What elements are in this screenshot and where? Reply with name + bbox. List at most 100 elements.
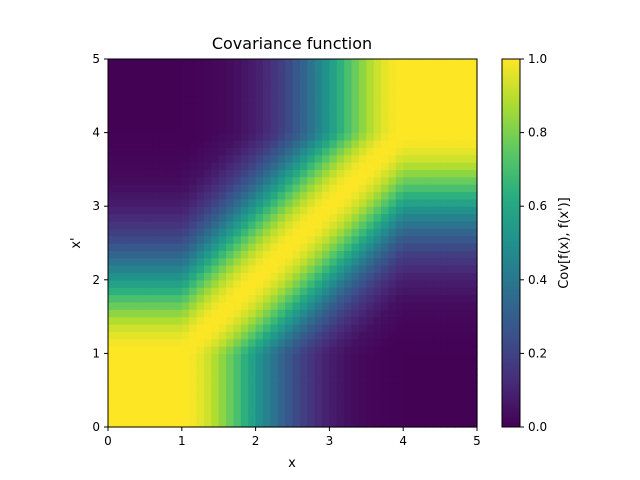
- heatmap-cell: [358, 169, 367, 178]
- heatmap-cell: [388, 412, 397, 421]
- heatmap-cell: [395, 279, 404, 288]
- heatmap-cell: [203, 73, 212, 82]
- heatmap-cell: [381, 323, 390, 332]
- heatmap-cell: [196, 272, 205, 281]
- heatmap-cell: [218, 243, 227, 251]
- heatmap-cell: [137, 228, 146, 237]
- heatmap-cell: [108, 59, 116, 67]
- heatmap-cell: [351, 73, 360, 82]
- heatmap-cell: [196, 73, 205, 82]
- heatmap-cell: [425, 287, 434, 296]
- heatmap-cell: [211, 331, 220, 340]
- heatmap-cell: [233, 169, 242, 178]
- heatmap-cell: [462, 125, 471, 134]
- heatmap-cell: [240, 404, 249, 413]
- heatmap-cell: [440, 309, 449, 318]
- heatmap-cell: [233, 206, 242, 215]
- heatmap-cell: [196, 147, 205, 156]
- heatmap-cell: [285, 250, 294, 259]
- heatmap-cell: [262, 95, 271, 104]
- heatmap-cell: [240, 206, 249, 215]
- heatmap-cell: [395, 265, 404, 274]
- heatmap-cell: [233, 213, 242, 222]
- heatmap-cell: [447, 353, 456, 362]
- heatmap-cell: [395, 139, 404, 148]
- heatmap-cell: [108, 220, 116, 229]
- heatmap-cell: [130, 243, 139, 251]
- heatmap-cell: [440, 397, 449, 406]
- heatmap-cell: [226, 382, 235, 391]
- heatmap-cell: [159, 397, 168, 406]
- heatmap-cell: [336, 257, 345, 266]
- heatmap-cell: [314, 419, 323, 428]
- heatmap-cell: [469, 139, 478, 148]
- heatmap-cell: [432, 125, 441, 134]
- heatmap-cell: [240, 103, 249, 112]
- heatmap-cell: [454, 147, 463, 156]
- heatmap-cell: [262, 176, 271, 185]
- heatmap-cell: [240, 397, 249, 406]
- heatmap-cell: [130, 287, 139, 296]
- heatmap-cell: [381, 338, 390, 347]
- heatmap-cell: [344, 323, 353, 332]
- heatmap-cell: [425, 243, 434, 251]
- heatmap-cell: [462, 382, 471, 391]
- heatmap-cell: [336, 176, 345, 185]
- heatmap-cell: [226, 191, 235, 200]
- heatmap-cell: [226, 169, 235, 178]
- heatmap-cell: [432, 287, 441, 296]
- heatmap-cell: [226, 243, 235, 251]
- heatmap-cell: [314, 206, 323, 215]
- heatmap-cell: [403, 132, 412, 141]
- heatmap-cell: [351, 287, 360, 296]
- heatmap-cell: [137, 338, 146, 347]
- heatmap-cell: [366, 257, 375, 266]
- heatmap-cell: [285, 272, 294, 281]
- heatmap-cell: [469, 294, 478, 303]
- heatmap-cell: [218, 235, 227, 244]
- heatmap-cell: [366, 88, 375, 97]
- heatmap-cell: [469, 228, 478, 237]
- heatmap-cell: [344, 390, 353, 399]
- heatmap-cell: [137, 176, 146, 185]
- heatmap-cell: [299, 220, 308, 229]
- heatmap-cell: [351, 213, 360, 222]
- heatmap-cell: [417, 191, 426, 200]
- heatmap-cell: [262, 390, 271, 399]
- heatmap-cell: [262, 191, 271, 200]
- heatmap-cell: [469, 213, 478, 222]
- heatmap-cell: [329, 265, 338, 274]
- heatmap-cell: [454, 169, 463, 178]
- heatmap-cell: [469, 103, 478, 112]
- heatmap-cell: [108, 110, 116, 119]
- heatmap-cell: [358, 243, 367, 251]
- heatmap-cell: [344, 360, 353, 369]
- heatmap-cell: [203, 412, 212, 421]
- heatmap-cell: [174, 132, 183, 141]
- heatmap-cell: [108, 191, 116, 200]
- heatmap-cell: [108, 412, 116, 421]
- heatmap-cell: [440, 176, 449, 185]
- heatmap-cell: [322, 228, 330, 237]
- heatmap-cell: [425, 250, 434, 259]
- heatmap-cell: [395, 397, 404, 406]
- heatmap-cell: [248, 191, 257, 200]
- heatmap-cell: [226, 198, 235, 207]
- heatmap-cell: [277, 287, 286, 296]
- heatmap-cell: [381, 360, 390, 369]
- heatmap-cell: [454, 191, 463, 200]
- heatmap-cell: [144, 294, 153, 303]
- heatmap-cell: [277, 191, 286, 200]
- heatmap-cell: [366, 301, 375, 310]
- heatmap-cell: [403, 73, 412, 82]
- heatmap-cell: [447, 338, 456, 347]
- heatmap-cell: [174, 66, 183, 75]
- heatmap-cell: [403, 139, 412, 148]
- heatmap-cell: [248, 198, 257, 207]
- heatmap-cell: [122, 368, 131, 377]
- heatmap-cell: [144, 88, 153, 97]
- heatmap-cell: [152, 316, 161, 325]
- heatmap-cell: [270, 117, 279, 126]
- heatmap-cell: [108, 375, 116, 384]
- heatmap-cell: [152, 323, 161, 332]
